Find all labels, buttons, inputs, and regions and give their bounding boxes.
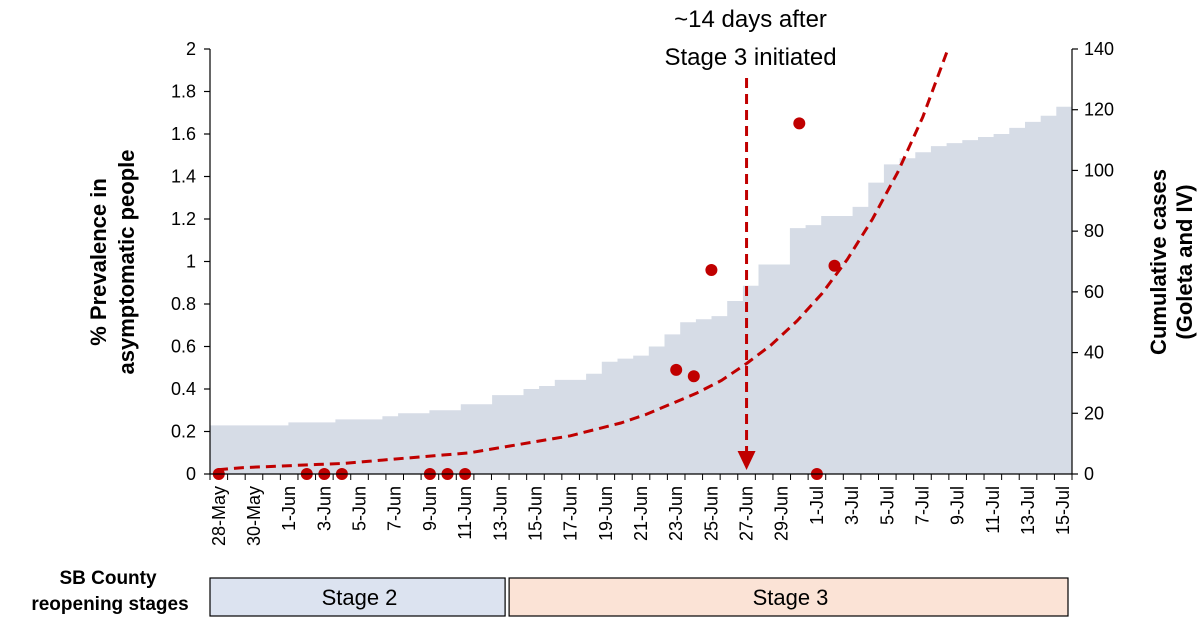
right-y-tick-label: 60	[1084, 282, 1104, 302]
left-y-axis-title-line-1: % Prevalence in	[86, 178, 111, 346]
prevalence-point	[687, 370, 700, 383]
right-y-tick-label: 40	[1084, 343, 1104, 363]
stage-3-box	[508, 577, 1069, 617]
annotation-arrow-head	[737, 451, 756, 470]
x-tick-label: 15-Jul	[1053, 486, 1073, 535]
x-tick-label: 5-Jul	[877, 486, 897, 525]
right-y-axis-title-line-1: Cumulative cases	[1146, 169, 1171, 355]
x-tick-label: 28-May	[209, 486, 229, 546]
x-tick-label: 9-Jun	[420, 486, 440, 531]
annotation-line-1: ~14 days after	[674, 6, 827, 33]
x-tick-label: 25-Jun	[701, 486, 721, 541]
prevalence-points-layer	[212, 117, 841, 480]
x-tick-label: 21-Jun	[631, 486, 651, 541]
right-y-tick-label: 140	[1084, 39, 1114, 59]
prevalence-point	[793, 117, 806, 130]
x-tick-label: 7-Jun	[385, 486, 405, 531]
cumulative-cases-bars	[210, 106, 1072, 474]
x-tick-label: 9-Jul	[948, 486, 968, 525]
left-y-tick-label: 1.4	[171, 167, 196, 187]
x-tick-label: 13-Jul	[1018, 486, 1038, 535]
x-tick-label: 15-Jun	[525, 486, 545, 541]
x-tick-label: 13-Jun	[490, 486, 510, 541]
left-y-tick-label: 0.8	[171, 294, 196, 314]
right-y-tick-label: 80	[1084, 221, 1104, 241]
x-tick-label: 3-Jun	[314, 486, 334, 531]
left-y-tick-label: 0.4	[171, 379, 196, 399]
x-tick-label: 3-Jul	[842, 486, 862, 525]
right-y-tick-label: 20	[1084, 403, 1104, 423]
right-y-tick-label: 120	[1084, 100, 1114, 120]
stages-heading-line-2: reopening stages	[31, 594, 188, 615]
left-y-tick-label: 0	[186, 464, 196, 484]
left-y-tick-label: 1.8	[171, 82, 196, 102]
x-tick-label: 23-Jun	[666, 486, 686, 541]
left-y-tick-label: 1	[186, 252, 196, 272]
x-tick-label: 30-May	[244, 486, 264, 546]
x-tick-label: 17-Jun	[561, 486, 581, 541]
reopening-stages: SB County reopening stages Stage 2 Stage …	[31, 568, 1069, 617]
right-y-axis-title-line-2: (Goleta and IV)	[1172, 184, 1197, 339]
right-y-tick-label: 100	[1084, 160, 1114, 180]
annotation-layer: ~14 days after Stage 3 initiated	[664, 6, 837, 470]
x-tick-label: 11-Jun	[455, 486, 475, 540]
x-tick-label: 1-Jun	[279, 486, 299, 531]
cumulative-cases-area	[210, 106, 1072, 474]
x-tick-label: 29-Jun	[772, 486, 792, 541]
x-tick-label: 5-Jun	[350, 486, 370, 531]
left-y-tick-label: 0.6	[171, 337, 196, 357]
x-tick-label: 7-Jul	[913, 486, 933, 525]
x-tick-label: 11-Jul	[983, 486, 1003, 534]
x-tick-label: 19-Jun	[596, 486, 616, 541]
stage-2-label: Stage 2	[322, 585, 398, 610]
left-y-tick-label: 2	[186, 39, 196, 59]
left-y-tick-label: 0.2	[171, 422, 196, 442]
axes-layer: 00.20.40.60.811.21.41.61.820204060801001…	[171, 39, 1114, 546]
left-y-tick-label: 1.2	[171, 209, 196, 229]
stages-heading-line-1: SB County	[59, 568, 157, 589]
right-y-tick-label: 0	[1084, 464, 1094, 484]
prevalence-point	[828, 259, 841, 272]
x-tick-label: 27-Jun	[737, 486, 757, 541]
prevalence-point	[670, 363, 683, 376]
prevalence-point	[705, 264, 718, 276]
stage-2-box	[209, 577, 506, 617]
axis-titles: % Prevalence in asymptomatic people Cumu…	[86, 150, 1197, 375]
trend-line-layer	[217, 48, 950, 472]
annotation-line-2: Stage 3 initiated	[664, 44, 836, 71]
left-y-axis-title-line-2: asymptomatic people	[114, 150, 139, 375]
stage-3-label: Stage 3	[753, 585, 829, 610]
x-tick-label: 1-Jul	[807, 486, 827, 525]
exponential-trend-line	[217, 48, 950, 472]
left-y-tick-label: 1.6	[171, 124, 196, 144]
